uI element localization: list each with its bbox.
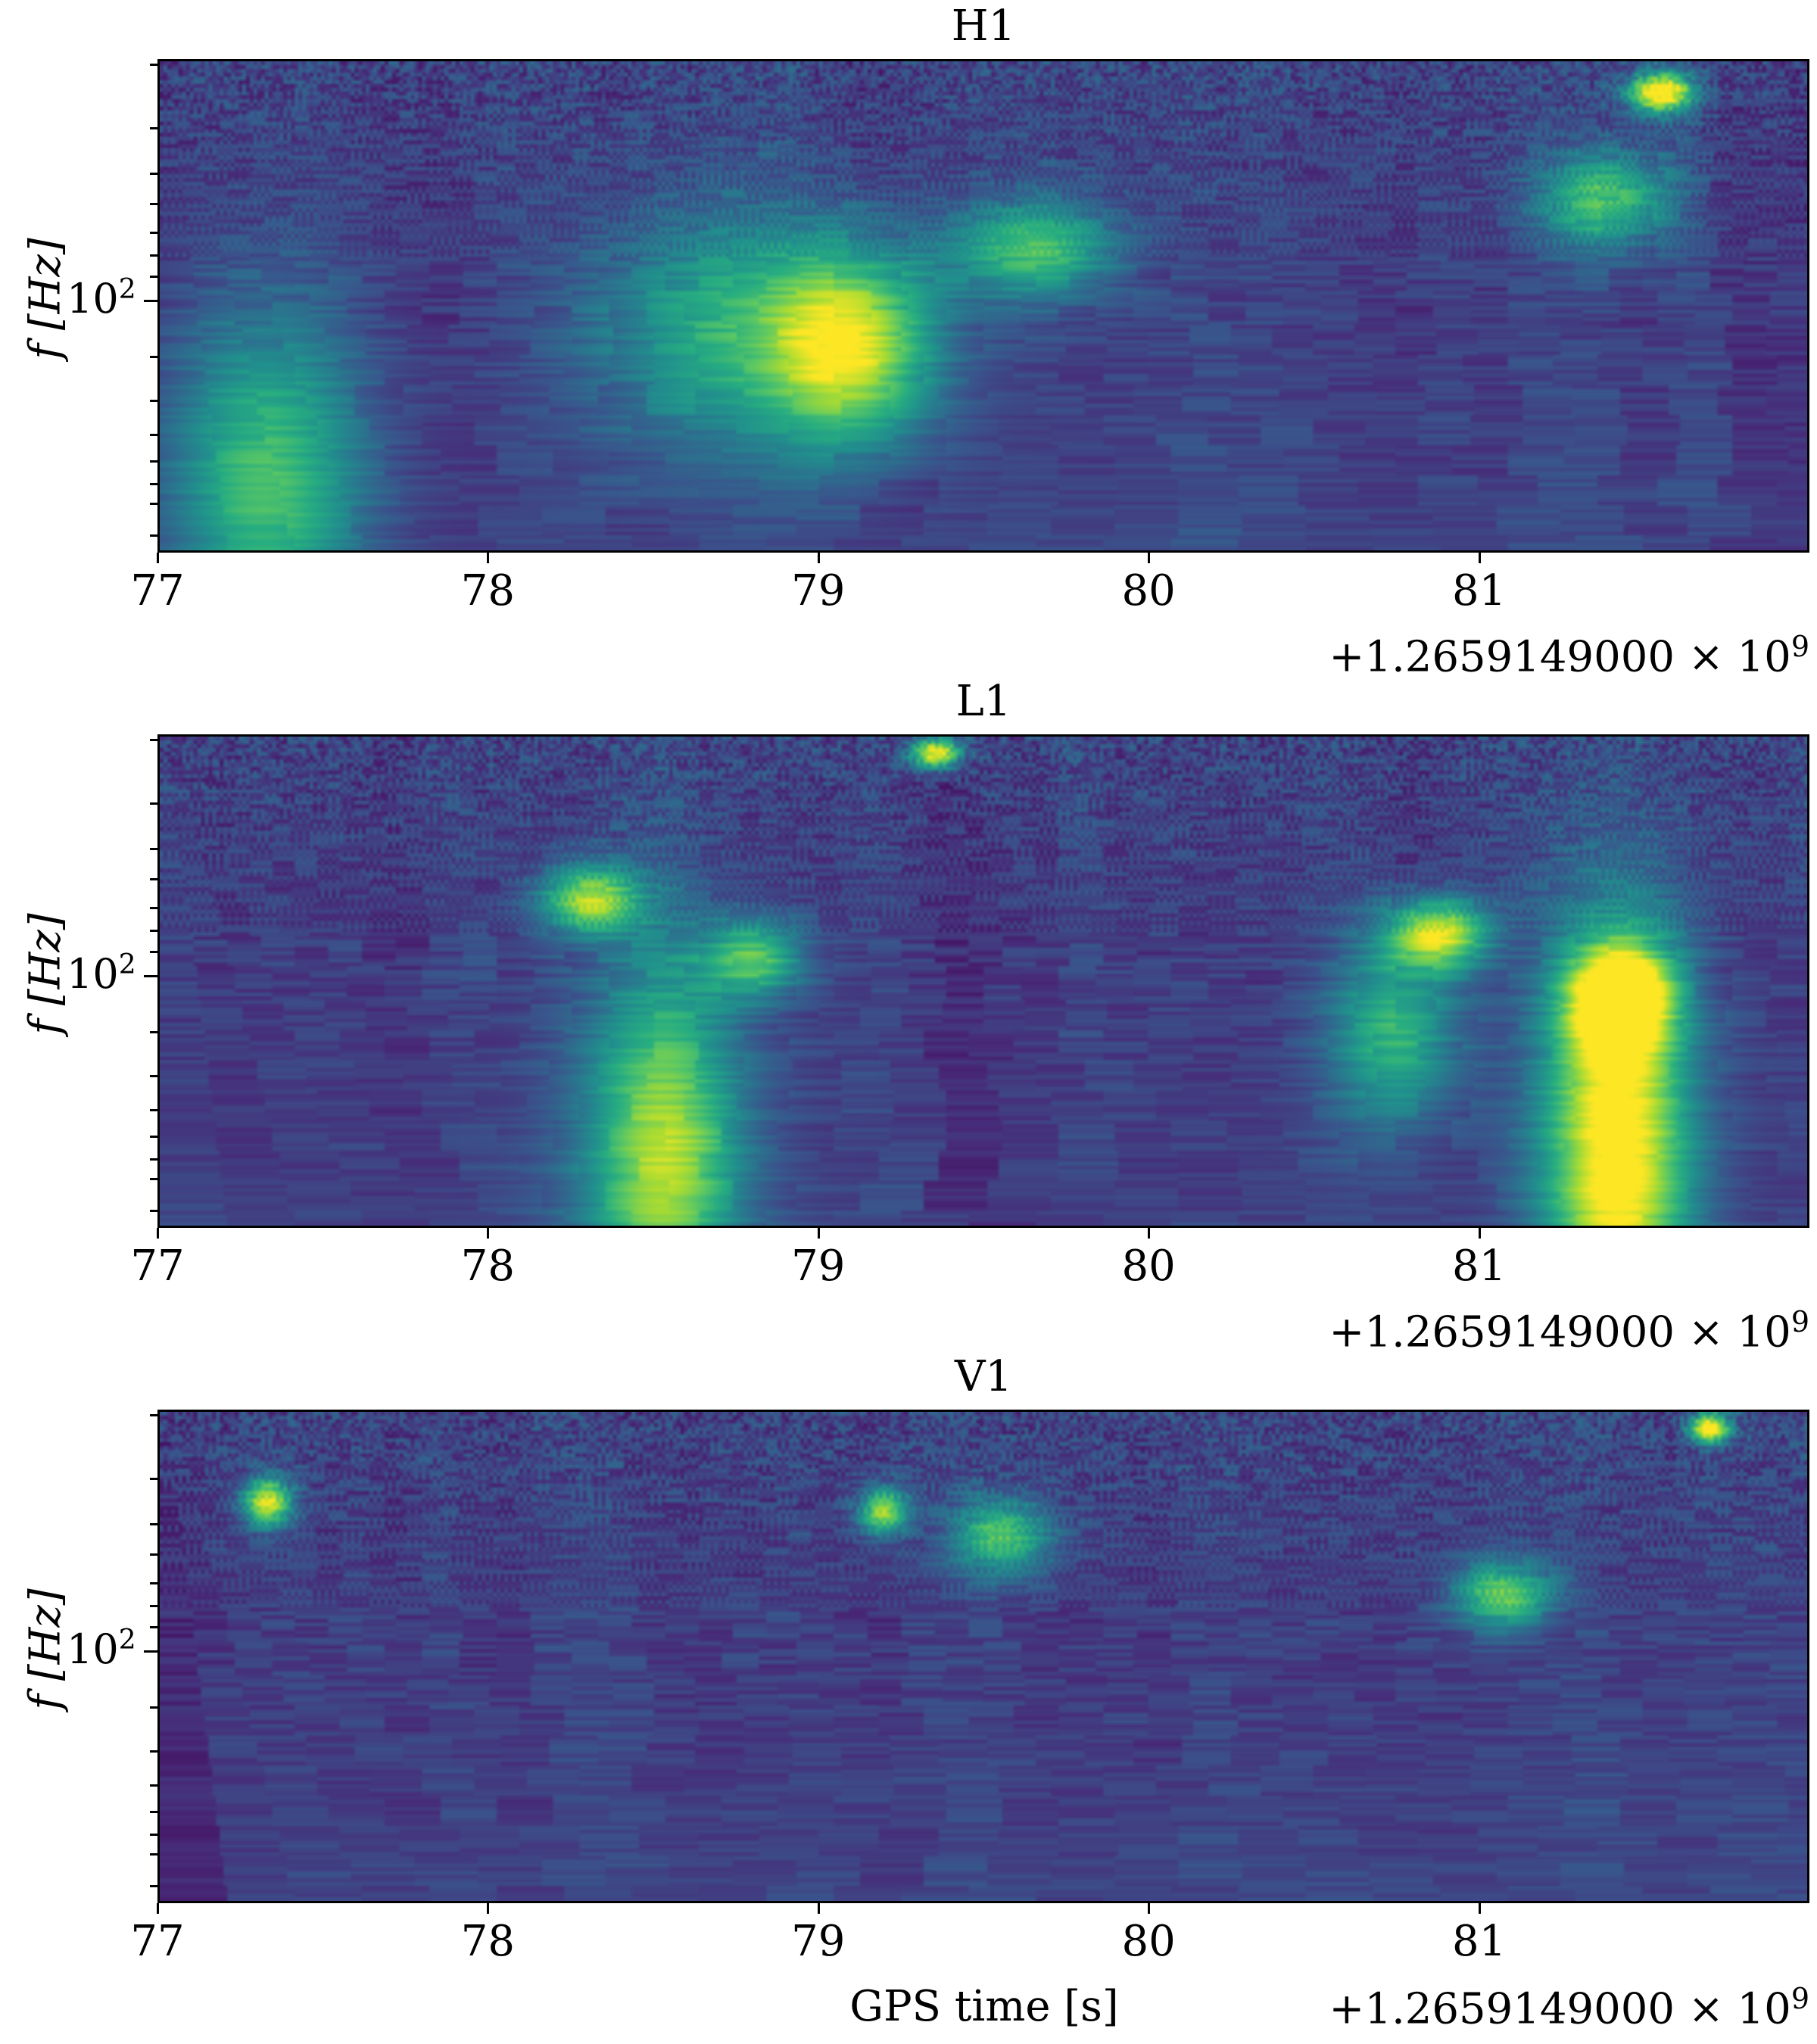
y-tick-mark-v1 bbox=[150, 1834, 157, 1836]
x-tick-label-h1: 77 bbox=[130, 566, 185, 615]
y-tick-mark-l1 bbox=[150, 1109, 157, 1111]
x-tick-mark-v1 bbox=[487, 1903, 490, 1914]
y-tick-mark-l1 bbox=[144, 975, 157, 977]
y-tick-label-v1: 102 bbox=[67, 1625, 136, 1673]
panel-title-l1: L1 bbox=[955, 677, 1011, 726]
y-axis-title-v1: f [Hz] bbox=[20, 1588, 70, 1710]
x-tick-mark-v1 bbox=[1478, 1903, 1481, 1914]
y-tick-mark-v1 bbox=[150, 1582, 157, 1584]
y-tick-mark-h1 bbox=[150, 534, 157, 537]
y-tick-mark-h1 bbox=[150, 460, 157, 463]
spectrogram-h1 bbox=[157, 59, 1809, 553]
y-tick-mark-v1 bbox=[150, 1414, 157, 1416]
x-tick-mark-l1 bbox=[1478, 1228, 1481, 1239]
panel-title-v1: V1 bbox=[954, 1352, 1013, 1401]
y-tick-mark-v1 bbox=[150, 1885, 157, 1887]
y-tick-mark-v1 bbox=[150, 1811, 157, 1813]
x-offset-label-v1: +1.2659149000 × 109 bbox=[1329, 1982, 1809, 2034]
x-tick-label-l1: 80 bbox=[1121, 1242, 1176, 1291]
y-tick-mark-h1 bbox=[150, 173, 157, 175]
x-tick-label-h1: 81 bbox=[1451, 566, 1507, 615]
y-tick-mark-h1 bbox=[150, 356, 157, 358]
y-tick-mark-v1 bbox=[150, 1553, 157, 1556]
x-tick-mark-h1 bbox=[817, 553, 820, 563]
y-tick-mark-h1 bbox=[150, 434, 157, 436]
x-tick-mark-l1 bbox=[1148, 1228, 1151, 1239]
y-axis-title-h1: f [Hz] bbox=[20, 238, 70, 360]
x-tick-mark-h1 bbox=[487, 553, 490, 563]
x-tick-mark-v1 bbox=[157, 1903, 159, 1914]
x-tick-label-h1: 78 bbox=[460, 566, 516, 615]
x-tick-mark-l1 bbox=[817, 1228, 820, 1239]
spectrogram-v1 bbox=[157, 1410, 1809, 1903]
y-axis-title-l1: f [Hz] bbox=[20, 913, 70, 1035]
y-tick-mark-l1 bbox=[150, 802, 157, 805]
y-tick-mark-v1 bbox=[150, 1853, 157, 1855]
x-tick-mark-h1 bbox=[1478, 553, 1481, 563]
panel-title-h1: H1 bbox=[951, 2, 1016, 51]
x-axis-title: GPS time [s] bbox=[849, 1982, 1119, 2031]
x-tick-label-v1: 78 bbox=[460, 1917, 516, 1966]
x-tick-label-h1: 80 bbox=[1121, 566, 1176, 615]
y-tick-mark-l1 bbox=[150, 951, 157, 953]
y-tick-mark-v1 bbox=[150, 1706, 157, 1709]
y-tick-label-l1: 102 bbox=[67, 949, 136, 998]
x-tick-mark-h1 bbox=[157, 553, 159, 563]
x-tick-mark-l1 bbox=[487, 1228, 490, 1239]
x-tick-label-l1: 81 bbox=[1451, 1242, 1507, 1291]
y-tick-mark-v1 bbox=[144, 1650, 157, 1653]
y-tick-mark-h1 bbox=[150, 64, 157, 66]
y-tick-mark-h1 bbox=[150, 503, 157, 505]
x-offset-label-h1: +1.2659149000 × 109 bbox=[1329, 630, 1809, 682]
y-tick-mark-v1 bbox=[150, 1605, 157, 1607]
y-tick-mark-l1 bbox=[150, 1075, 157, 1077]
y-tick-mark-l1 bbox=[150, 1158, 157, 1161]
y-tick-mark-h1 bbox=[150, 254, 157, 257]
y-tick-mark-l1 bbox=[150, 739, 157, 741]
y-tick-mark-h1 bbox=[150, 232, 157, 234]
y-tick-mark-l1 bbox=[150, 930, 157, 932]
y-tick-mark-h1 bbox=[150, 400, 157, 402]
y-tick-mark-v1 bbox=[150, 1523, 157, 1525]
y-tick-mark-v1 bbox=[150, 1750, 157, 1753]
y-tick-mark-h1 bbox=[150, 127, 157, 129]
spectrogram-canvas-h1 bbox=[160, 61, 1807, 550]
y-tick-mark-l1 bbox=[150, 907, 157, 909]
y-tick-label-h1: 102 bbox=[67, 274, 136, 322]
x-tick-label-l1: 77 bbox=[130, 1242, 185, 1291]
x-offset-label-l1: +1.2659149000 × 109 bbox=[1329, 1305, 1809, 1357]
y-tick-mark-l1 bbox=[150, 1210, 157, 1212]
x-tick-label-v1: 79 bbox=[791, 1917, 846, 1966]
spectrogram-canvas-l1 bbox=[160, 737, 1807, 1226]
x-tick-label-l1: 78 bbox=[460, 1242, 516, 1291]
y-tick-mark-v1 bbox=[150, 1626, 157, 1628]
x-tick-mark-v1 bbox=[817, 1903, 820, 1914]
y-tick-mark-h1 bbox=[150, 483, 157, 485]
y-tick-mark-l1 bbox=[150, 1178, 157, 1180]
x-tick-label-l1: 79 bbox=[791, 1242, 846, 1291]
x-tick-label-h1: 79 bbox=[791, 566, 846, 615]
y-tick-mark-v1 bbox=[150, 1478, 157, 1480]
y-tick-mark-l1 bbox=[150, 848, 157, 850]
x-tick-label-v1: 80 bbox=[1121, 1917, 1176, 1966]
spectrogram-l1 bbox=[157, 734, 1809, 1228]
x-tick-mark-l1 bbox=[157, 1228, 159, 1239]
x-tick-mark-h1 bbox=[1148, 553, 1151, 563]
x-tick-label-v1: 77 bbox=[130, 1917, 185, 1966]
y-tick-mark-l1 bbox=[150, 1136, 157, 1138]
y-tick-mark-h1 bbox=[150, 203, 157, 205]
x-tick-label-v1: 81 bbox=[1451, 1917, 1507, 1966]
y-tick-mark-l1 bbox=[150, 878, 157, 880]
y-tick-mark-v1 bbox=[150, 1784, 157, 1787]
x-tick-mark-v1 bbox=[1148, 1903, 1151, 1914]
y-tick-mark-h1 bbox=[144, 300, 157, 302]
y-tick-mark-l1 bbox=[150, 1031, 157, 1033]
spectrogram-canvas-v1 bbox=[160, 1412, 1807, 1901]
y-tick-mark-h1 bbox=[150, 276, 157, 278]
